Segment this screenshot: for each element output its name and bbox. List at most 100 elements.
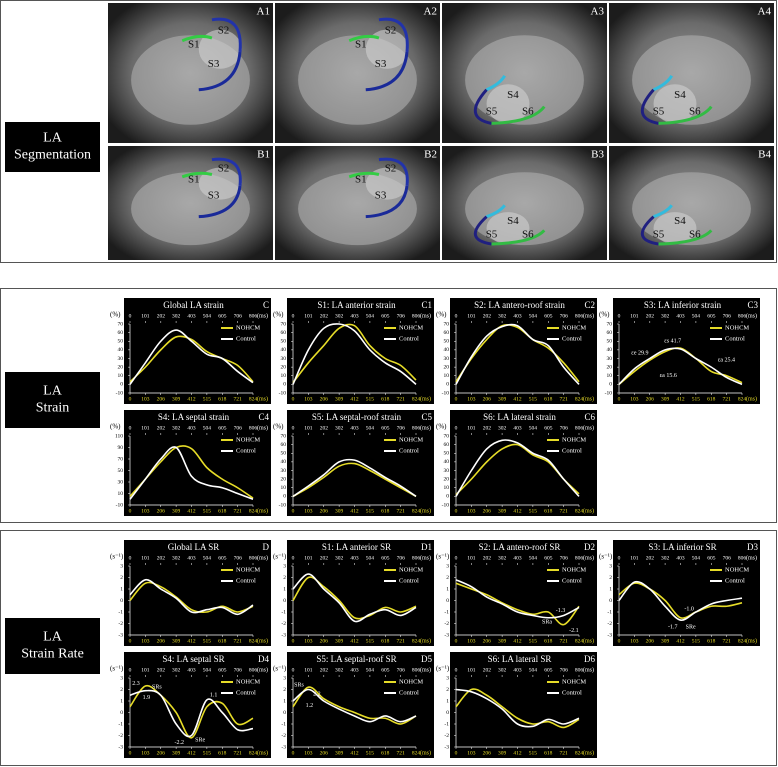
section-frame — [0, 0, 777, 263]
x2-tick-label: 202 — [157, 667, 166, 673]
x-tick-label: 515 — [366, 750, 375, 756]
x2-unit: (ms) — [746, 554, 757, 561]
x-tick-label: 309 — [661, 638, 670, 644]
x-unit: (ms) — [257, 749, 268, 756]
chart-title: S2: LA antero-roof strain — [474, 300, 565, 310]
chart-title: S1: LA anterior strain — [317, 300, 396, 310]
x-tick-label: 721 — [560, 638, 569, 644]
x-tick-label: 412 — [350, 396, 359, 402]
y-tick-label: -3 — [281, 744, 286, 750]
legend-label: Control — [562, 689, 582, 696]
y-tick-label: 40 — [118, 347, 124, 353]
x-tick-label: 309 — [661, 396, 670, 402]
y-tick-label: 40 — [444, 347, 450, 353]
x-tick-label: 618 — [544, 508, 553, 514]
x2-tick-label: 403 — [350, 555, 359, 561]
legend-label: Control — [562, 577, 582, 584]
y-tick-label: -3 — [118, 744, 123, 750]
y-tick-label: -10 — [116, 390, 124, 396]
x2-tick-label: 504 — [529, 313, 538, 319]
y-unit: (s⁻¹) — [599, 553, 613, 561]
x2-tick-label: 0 — [129, 313, 132, 319]
y-tick-label: -2 — [281, 621, 286, 627]
chart-title: S6: LA lateral SR — [488, 654, 552, 664]
x-tick-label: 103 — [630, 396, 639, 402]
series-line — [292, 576, 417, 620]
y-unit: (%) — [273, 423, 284, 431]
panel-label: C2 — [584, 300, 595, 310]
x2-tick-label: 706 — [397, 555, 406, 561]
x2-tick-label: 403 — [350, 667, 359, 673]
y-tick-label: -1 — [444, 609, 449, 615]
atrium — [486, 212, 530, 245]
y-tick-label: 0 — [446, 382, 449, 388]
x2-tick-label: 403 — [187, 313, 196, 319]
legend-label: Control — [562, 335, 582, 342]
x2-tick-label: 504 — [366, 555, 375, 561]
x2-tick-label: 0 — [455, 555, 458, 561]
y-unit: (s⁻¹) — [273, 553, 287, 561]
segment-contour — [348, 171, 380, 179]
annotation: -2.1 — [569, 628, 579, 634]
y-tick-label: -2 — [118, 621, 123, 627]
segment-contour — [348, 34, 380, 43]
chart-panel — [287, 298, 434, 404]
segment-label: S6 — [522, 106, 534, 118]
segment-label: S6 — [522, 228, 534, 240]
annotation: SRs — [152, 685, 162, 691]
series-line — [455, 688, 580, 729]
segment-contour — [653, 204, 673, 219]
series-line — [292, 323, 417, 385]
segment-contour — [378, 157, 409, 187]
x-unit: (ms) — [583, 749, 594, 756]
y-unit: (s⁻¹) — [436, 665, 450, 673]
y-tick-label: 50 — [118, 339, 124, 345]
y-tick-label: 50 — [444, 451, 450, 457]
y-tick-label: 0 — [446, 598, 449, 604]
image-label: B1 — [257, 149, 270, 161]
x2-tick-label: 101 — [467, 555, 476, 561]
legend-label: Control — [725, 335, 745, 342]
x2-tick-label: 806 — [575, 667, 584, 673]
y-tick-label: 10 — [281, 373, 287, 379]
annotation: -1.0 — [684, 607, 694, 613]
y-tick-label: -1 — [118, 721, 123, 727]
segment-label: S1 — [188, 174, 200, 186]
segment-label: S3 — [375, 58, 387, 70]
x2-tick-label: 101 — [304, 313, 313, 319]
segment-contour — [485, 74, 506, 92]
x-tick-label: 309 — [335, 396, 344, 402]
section-frame — [0, 530, 777, 766]
y-tick-label: -1 — [281, 721, 286, 727]
x2-tick-label: 806 — [738, 555, 747, 561]
x-tick-label: 824 — [575, 508, 584, 514]
x-unit: (ms) — [583, 507, 594, 514]
annotation: -2.2 — [175, 740, 185, 746]
series-line — [618, 582, 743, 619]
y-tick-label: 50 — [118, 468, 124, 474]
x2-tick-label: 806 — [412, 555, 421, 561]
x2-tick-label: 605 — [218, 313, 227, 319]
y-tick-label: 110 — [115, 433, 123, 439]
chart-panel — [450, 410, 597, 516]
x2-tick-label: 504 — [203, 313, 212, 319]
legend-label: NOHCM — [562, 436, 586, 443]
y-tick-label: 0 — [120, 710, 123, 716]
segment-label: S4 — [674, 89, 686, 101]
y-tick-label: -2 — [118, 733, 123, 739]
y-tick-label: 20 — [281, 476, 287, 482]
x-unit: (ms) — [420, 637, 431, 644]
segment-label: S5 — [486, 106, 498, 118]
y-tick-label: -10 — [279, 390, 287, 396]
x-tick-label: 515 — [203, 638, 212, 644]
x-tick-label: 721 — [560, 396, 569, 402]
series-line — [129, 689, 254, 738]
panel-label: D — [263, 542, 270, 552]
y-tick-label: -3 — [607, 632, 612, 638]
x2-tick-label: 706 — [397, 667, 406, 673]
atrium — [198, 167, 242, 200]
y-tick-label: 0 — [120, 382, 123, 388]
x-tick-label: 412 — [187, 396, 196, 402]
chart-panel — [287, 652, 434, 758]
